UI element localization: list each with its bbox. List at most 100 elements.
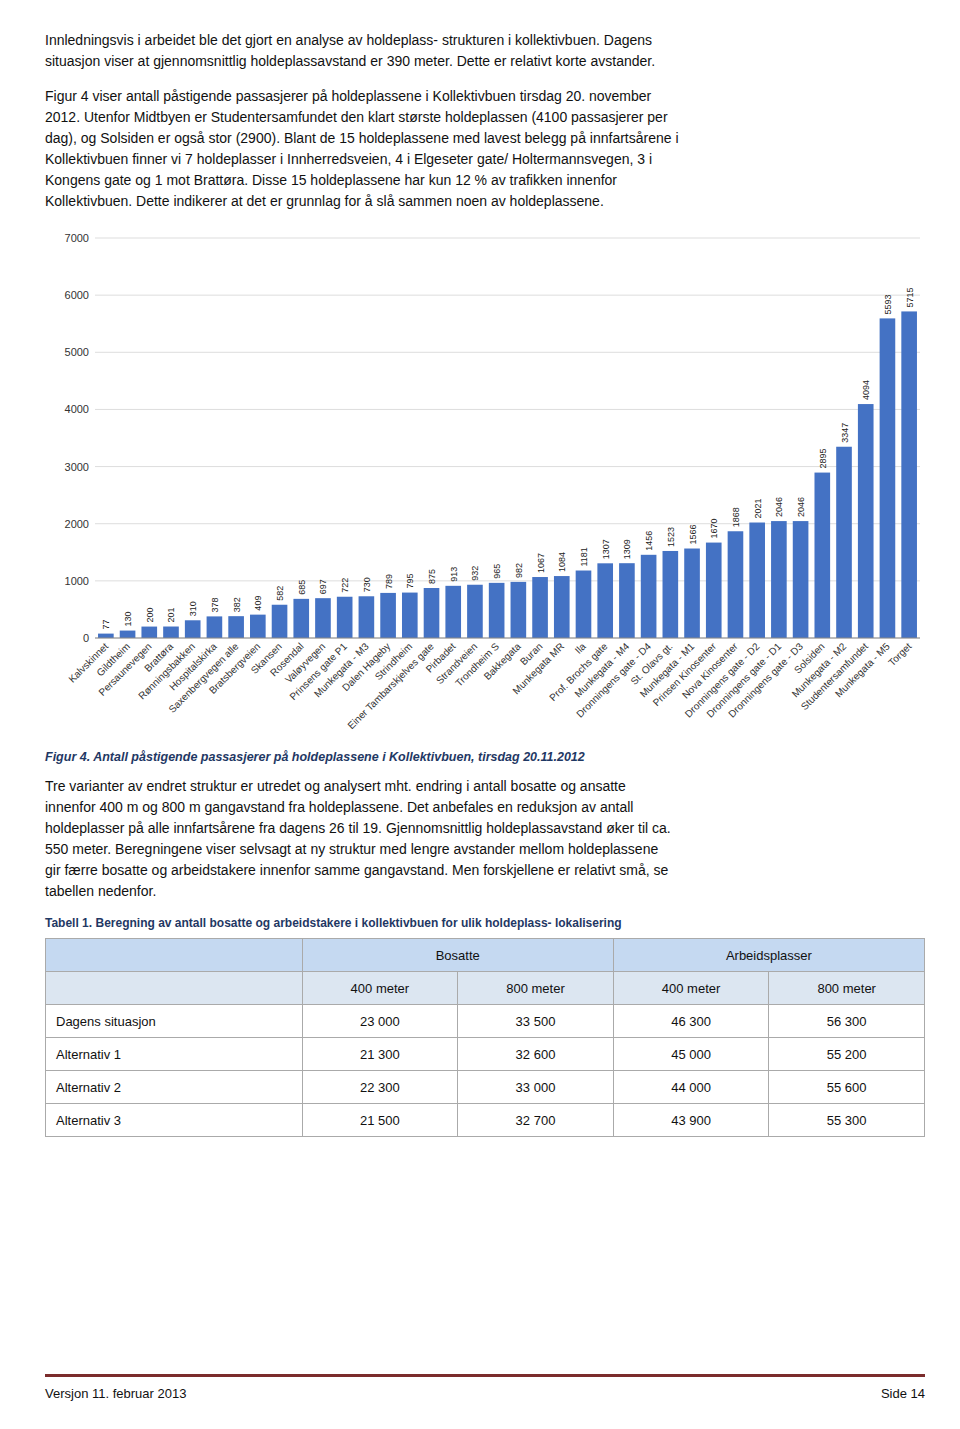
- data-label: 722: [340, 578, 350, 593]
- data-label: 1868: [731, 507, 741, 527]
- data-label: 730: [362, 577, 372, 592]
- data-label: 2046: [796, 497, 806, 517]
- data-label: 582: [275, 586, 285, 601]
- data-label: 685: [297, 580, 307, 595]
- data-label: 1067: [536, 553, 546, 573]
- data-label: 3347: [840, 423, 850, 443]
- bar: [207, 616, 223, 638]
- bar: [771, 521, 787, 638]
- data-label: 1181: [579, 547, 589, 566]
- table-cell: 44 000: [613, 1071, 769, 1104]
- data-label: 2046: [774, 497, 784, 517]
- table-row: Alternativ 321 50032 70043 90055 300: [46, 1104, 925, 1137]
- text-line: 550 meter. Beregningene viser selvsagt a…: [45, 839, 925, 860]
- table-cell: 55 300: [769, 1104, 925, 1137]
- bar: [554, 576, 570, 638]
- bar: [728, 531, 744, 638]
- bar: [489, 583, 505, 638]
- x-tick-label: Munkegata - M5: [833, 640, 892, 699]
- table-title: Tabell 1. Beregning av antall bosatte og…: [45, 916, 925, 930]
- bar-chart: 0100020003000400050006000700077130200201…: [45, 226, 925, 748]
- bar: [120, 631, 136, 638]
- text-line: Innledningsvis i arbeidet ble det gjort …: [45, 30, 925, 51]
- data-label: 1309: [622, 539, 632, 559]
- table-cell: 22 300: [302, 1071, 458, 1104]
- text-line: gir færre bosatte og arbeidstakere innen…: [45, 860, 925, 881]
- data-label: 1084: [557, 552, 567, 572]
- y-tick-label: 7000: [65, 232, 89, 244]
- text-line: Kollektivbuen finner vi 7 holdeplasser i…: [45, 149, 925, 170]
- x-tick-label: Ila: [573, 640, 589, 656]
- data-label: 77: [101, 620, 111, 630]
- y-tick-label: 4000: [65, 403, 89, 415]
- figure-caption: Figur 4. Antall påstigende passasjerer p…: [45, 750, 925, 764]
- data-label: 697: [318, 579, 328, 594]
- data-label: 201: [166, 607, 176, 622]
- header-cell: [46, 939, 303, 972]
- y-tick-label: 5000: [65, 346, 89, 358]
- table-cell: 33 000: [458, 1071, 614, 1104]
- bar: [337, 597, 353, 638]
- header-row: BosatteArbeidsplasser: [46, 939, 925, 972]
- bar: [576, 571, 592, 638]
- grid-line: [95, 352, 920, 353]
- y-tick-label: 6000: [65, 289, 89, 301]
- bar: [315, 598, 331, 638]
- row-label: Alternativ 3: [46, 1104, 303, 1137]
- subheader-cell: 400 meter: [302, 972, 458, 1005]
- bar: [858, 404, 874, 638]
- data-label: 409: [253, 596, 263, 611]
- text-line: Tre varianter av endret struktur er utre…: [45, 776, 925, 797]
- data-label: 1566: [688, 524, 698, 544]
- data-label: 1307: [601, 539, 611, 559]
- data-label: 200: [145, 608, 155, 623]
- table-row: Dagens situasjon23 00033 50046 30056 300: [46, 1005, 925, 1038]
- bar: [445, 586, 461, 638]
- text-line: Kollektivbuen. Dette indikerer at det er…: [45, 191, 925, 212]
- grid-line: [95, 466, 920, 467]
- header-cell: Bosatte: [302, 939, 613, 972]
- data-label: 875: [427, 569, 437, 584]
- text-line: situasjon viser at gjennomsnittlig holde…: [45, 51, 925, 72]
- bar: [228, 616, 244, 638]
- data-label: 5715: [905, 287, 915, 307]
- bar: [424, 588, 440, 638]
- data-label: 789: [384, 574, 394, 589]
- data-label: 1456: [644, 531, 654, 551]
- data-label: 4094: [861, 380, 871, 400]
- data-label: 913: [449, 567, 459, 582]
- x-axis-line: [95, 638, 920, 639]
- bar: [597, 563, 613, 638]
- bar: [641, 555, 657, 638]
- grid-line: [95, 638, 920, 639]
- table-cell: 33 500: [458, 1005, 614, 1038]
- bar: [163, 627, 179, 638]
- row-label: Alternativ 1: [46, 1038, 303, 1071]
- y-tick-label: 1000: [65, 575, 89, 587]
- paragraph: Figur 4 viser antall påstigende passasje…: [45, 86, 925, 212]
- bar: [532, 577, 548, 638]
- grid: [95, 238, 920, 638]
- data-label: 1523: [666, 527, 676, 547]
- footer-left: Versjon 11. februar 2013: [45, 1386, 186, 1401]
- y-tick-label: 3000: [65, 461, 89, 473]
- table-body: BosatteArbeidsplasser400 meter800 meter4…: [46, 939, 925, 1137]
- table-cell: 55 600: [769, 1071, 925, 1104]
- table-row: Alternativ 121 30032 60045 00055 200: [46, 1038, 925, 1071]
- bar: [380, 593, 396, 638]
- table-cell: 23 000: [302, 1005, 458, 1038]
- table-cell: 46 300: [613, 1005, 769, 1038]
- bar: [98, 634, 114, 638]
- bar: [814, 473, 830, 638]
- data-label: 795: [405, 574, 415, 589]
- row-label: Alternativ 2: [46, 1071, 303, 1104]
- bar: [749, 523, 765, 638]
- table-cell: 45 000: [613, 1038, 769, 1071]
- table-cell: 43 900: [613, 1104, 769, 1137]
- paragraph: Tre varianter av endret struktur er utre…: [45, 776, 925, 902]
- subheader-row: 400 meter800 meter400 meter800 meter: [46, 972, 925, 1005]
- data-label: 1670: [709, 519, 719, 539]
- data-label: 5593: [883, 294, 893, 314]
- table-row: Alternativ 222 30033 00044 00055 600: [46, 1071, 925, 1104]
- bar: [684, 549, 700, 638]
